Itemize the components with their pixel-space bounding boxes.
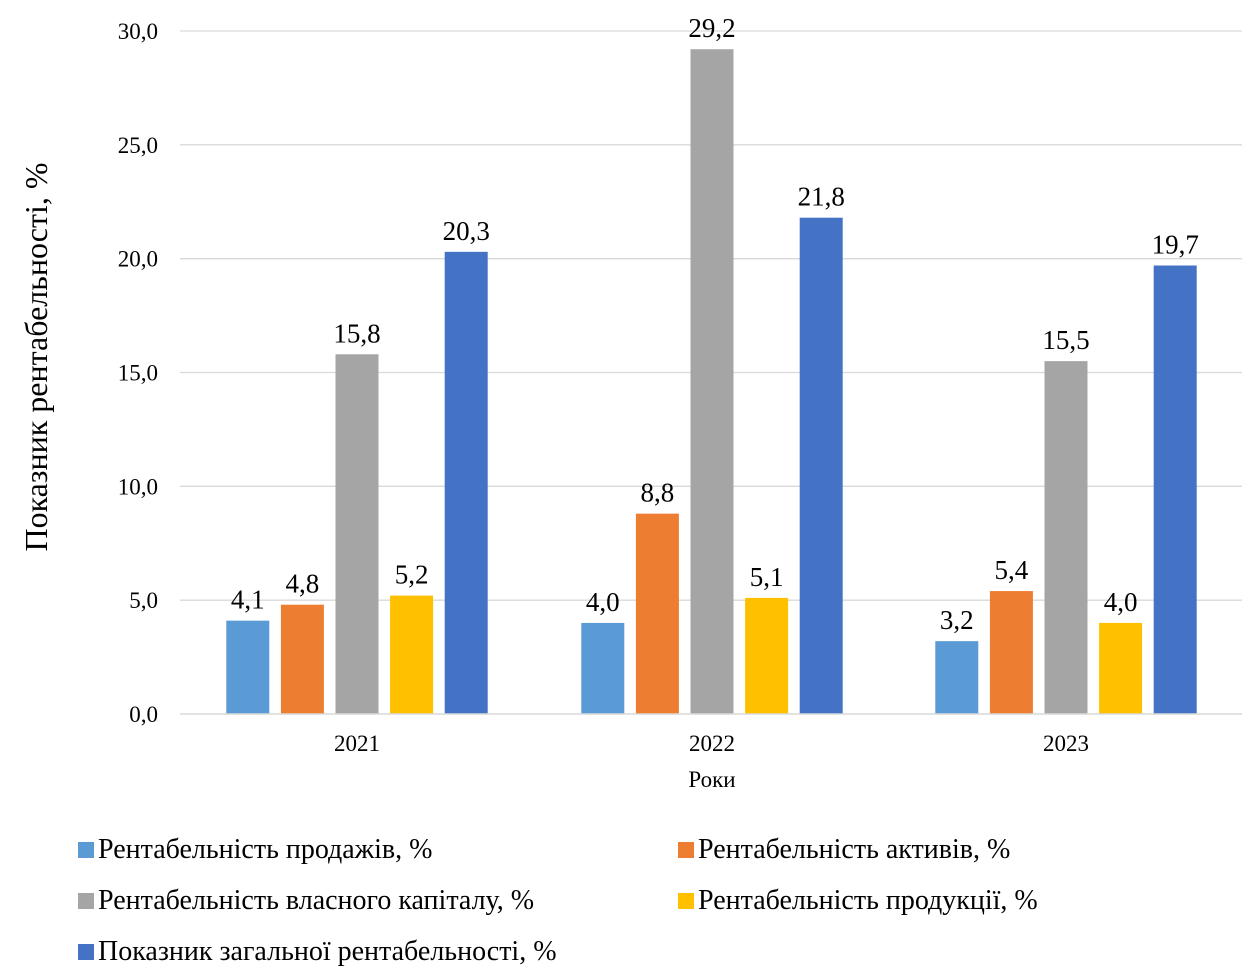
legend: Рентабельність продажів, % Рентабельність… — [78, 834, 1228, 968]
bar — [581, 622, 625, 714]
legend-item: Показник загальної рентабельності, % — [78, 936, 678, 968]
legend-label: Рентабельність продажів, % — [98, 834, 433, 865]
bar — [1044, 361, 1088, 714]
y-tick-label: 25,0 — [118, 133, 158, 158]
data-label: 8,8 — [641, 478, 675, 508]
x-tick-label: 2021 — [334, 731, 380, 756]
bar — [690, 49, 734, 715]
legend-item: Рентабельність продажів, % — [78, 834, 678, 866]
data-label: 5,4 — [995, 555, 1029, 585]
bar — [935, 641, 979, 714]
x-axis-title: Роки — [688, 767, 735, 792]
bar — [635, 513, 679, 714]
data-label: 15,8 — [333, 318, 380, 348]
legend-swatch — [78, 944, 94, 960]
bar — [444, 251, 488, 714]
legend-label: Рентабельність власного капіталу, % — [98, 885, 535, 916]
y-axis-title: Показник рентабельності, % — [18, 163, 54, 552]
data-label: 4,0 — [586, 587, 620, 617]
y-tick-label: 15,0 — [118, 361, 158, 386]
data-label: 21,8 — [798, 182, 845, 212]
data-label: 4,0 — [1104, 587, 1138, 617]
bar — [745, 597, 789, 714]
x-tick-label: 2022 — [689, 731, 735, 756]
legend-label: Показник загальної рентабельності, % — [98, 936, 557, 967]
bar — [989, 591, 1033, 714]
data-label: 19,7 — [1152, 229, 1199, 259]
data-label: 29,2 — [688, 13, 735, 43]
bar — [390, 595, 434, 714]
legend-label: Рентабельність активів, % — [698, 834, 1011, 865]
data-label: 20,3 — [443, 216, 490, 246]
data-label: 15,5 — [1042, 325, 1089, 355]
bar — [799, 217, 843, 715]
data-label: 4,8 — [286, 569, 320, 599]
bar — [1153, 265, 1197, 714]
legend-label: Рентабельність продукції, % — [698, 885, 1038, 916]
data-labels: 4,1 4,0 3,2 4,8 8,8 5,4 15,8 29,2 15,5 5,2 5,1 4,0 2… — [231, 13, 1199, 635]
y-tick-label: 30,0 — [118, 19, 158, 44]
x-tick-label: 2023 — [1043, 731, 1089, 756]
legend-swatch — [78, 842, 94, 858]
legend-item: Рентабельність активів, % — [678, 834, 1178, 866]
legend-item: Рентабельність продукції, % — [678, 885, 1178, 917]
data-label: 5,2 — [395, 560, 429, 590]
bar — [280, 604, 324, 714]
bar — [1099, 622, 1143, 714]
legend-item: Рентабельність власного капіталу, % — [78, 885, 678, 917]
data-label: 5,1 — [750, 562, 784, 592]
y-tick-label: 20,0 — [118, 247, 158, 272]
data-label: 4,1 — [231, 585, 265, 615]
data-label: 3,2 — [940, 605, 974, 635]
bar — [226, 620, 270, 714]
axes: 0,0 5,0 10,0 15,0 20,0 25,0 30,0 2021 2022 2023 — [118, 19, 1242, 756]
y-tick-label: 10,0 — [118, 474, 158, 499]
bar — [335, 354, 379, 714]
bars — [226, 49, 1197, 715]
y-tick-label: 5,0 — [129, 588, 158, 613]
bar-chart: 4,1 4,0 3,2 4,8 8,8 5,4 15,8 29,2 15,5 5,2 5,1 4,0 2… — [18, 13, 1242, 792]
legend-swatch — [678, 893, 694, 909]
y-tick-label: 0,0 — [129, 702, 158, 727]
legend-swatch — [78, 893, 94, 909]
legend-swatch — [678, 842, 694, 858]
